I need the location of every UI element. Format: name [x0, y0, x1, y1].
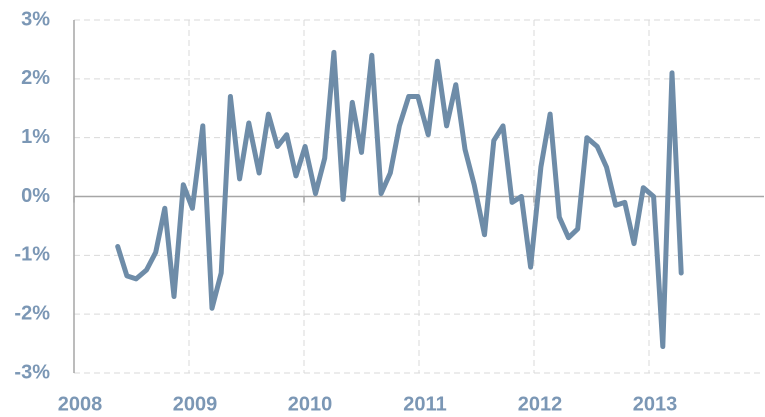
y-tick-label: 3% — [21, 8, 50, 30]
x-tick-label: 2009 — [173, 393, 218, 415]
y-tick-label: 1% — [21, 126, 50, 148]
y-tick-label: 0% — [21, 185, 50, 207]
y-tick-label: -3% — [14, 361, 50, 383]
x-tick-label: 2010 — [288, 393, 333, 415]
x-tick-label: 2008 — [58, 393, 103, 415]
x-tick-label: 2011 — [403, 393, 446, 415]
data-line — [115, 49, 684, 349]
y-tick-label: -1% — [14, 244, 50, 266]
x-tick-label: 2012 — [518, 393, 563, 415]
x-tick-label: 2013 — [633, 393, 678, 415]
y-tick-label: 2% — [21, 67, 50, 89]
y-tick-label: -2% — [14, 302, 50, 324]
